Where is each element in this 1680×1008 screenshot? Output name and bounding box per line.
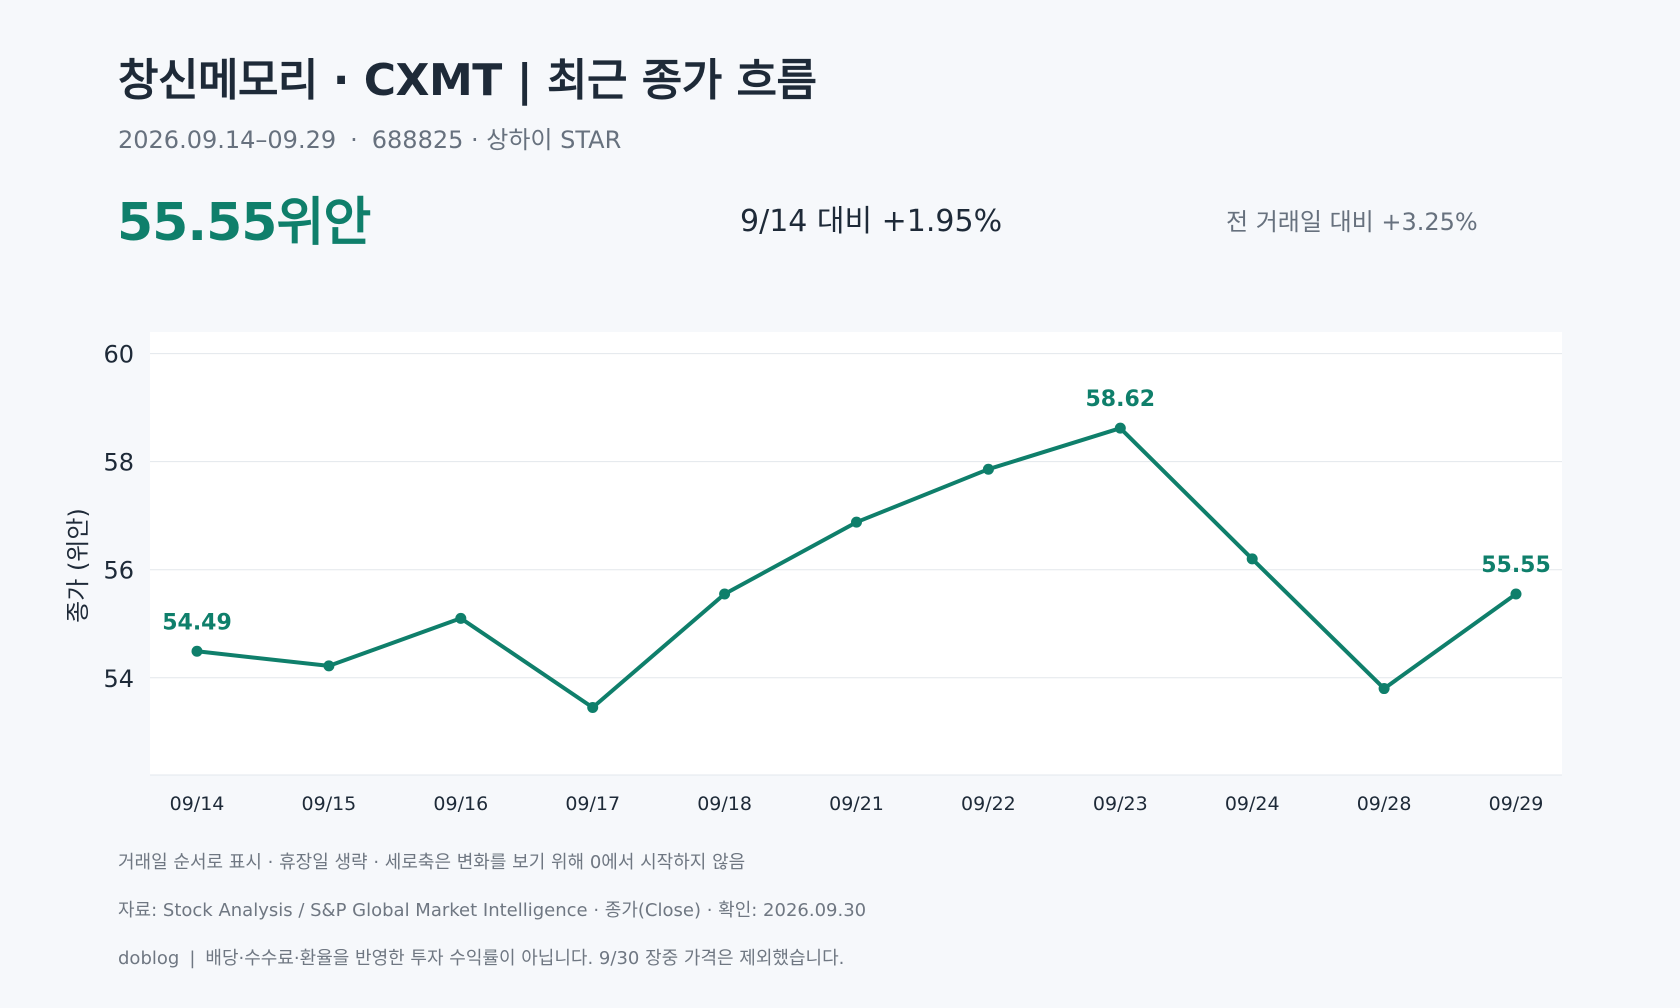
- subtitle: 2026.09.14–09.29 · 688825 · 상하이 STAR: [118, 120, 621, 155]
- page-title: 창신메모리 · CXMT | 최근 종가 흐름: [118, 55, 817, 106]
- change-vs-start: 9/14 대비 +1.95%: [740, 204, 1003, 239]
- x-tick-label: 09/24: [1225, 793, 1280, 815]
- x-tick-label: 09/23: [1093, 793, 1148, 815]
- ticker-market: 688825 · 상하이 STAR: [371, 126, 622, 154]
- data-point: [982, 463, 994, 475]
- x-tick-label: 09/28: [1357, 793, 1412, 815]
- x-tick-label: 09/29: [1489, 793, 1544, 815]
- data-point: [455, 612, 467, 624]
- footer-disclaimer: 배당·수수료·환율을 반영한 투자 수익률이 아닙니다. 9/30 장중 가격은…: [205, 948, 845, 969]
- data-point: [323, 660, 335, 672]
- data-point: [1378, 683, 1390, 695]
- x-tick-label: 09/22: [961, 793, 1016, 815]
- footer-separator: |: [189, 948, 196, 969]
- data-label: 58.62: [1086, 387, 1156, 412]
- data-label: 55.55: [1481, 553, 1551, 578]
- x-tick-label: 09/21: [829, 793, 884, 815]
- footer-brand: doblog: [118, 948, 180, 969]
- y-tick-label: 54: [103, 665, 134, 693]
- y-axis-label: 종가 (위안): [64, 508, 92, 623]
- footer-note: doblog | 배당·수수료·환율을 반영한 투자 수익률이 아닙니다. 9/30…: [118, 944, 844, 970]
- latest-price: 55.55위안: [117, 193, 371, 253]
- plot-area: [150, 332, 1562, 775]
- chart-note: 거래일 순서로 표시 · 휴장일 생략 · 세로축은 변화를 보기 위해 0에서…: [118, 852, 746, 873]
- source-note: 자료: Stock Analysis / S&P Global Market I…: [118, 900, 867, 921]
- data-point: [851, 516, 862, 528]
- x-tick-label: 09/15: [302, 793, 357, 815]
- line-chart: 54 56 58 60 종가 (위안) 09/14 09/15 09/16 09/17 09/18…: [0, 320, 1680, 820]
- data-point: [1114, 422, 1126, 434]
- data-label: 54.49: [162, 610, 232, 635]
- x-tick-label: 09/16: [433, 793, 488, 815]
- y-tick-label: 58: [103, 449, 134, 477]
- subtitle-separator: ·: [350, 126, 358, 154]
- date-range: 2026.09.14–09.29: [118, 126, 337, 154]
- data-point: [1510, 588, 1522, 600]
- y-tick-label: 60: [103, 341, 134, 369]
- y-tick-label: 56: [103, 557, 134, 585]
- line-chart-svg: 54 56 58 60 종가 (위안) 09/14 09/15 09/16 09/17 09/18…: [64, 332, 1562, 815]
- data-point: [587, 701, 599, 713]
- x-tick-label: 09/17: [565, 793, 620, 815]
- x-tick-label: 09/18: [697, 793, 752, 815]
- change-vs-previous: 전 거래일 대비 +3.25%: [1226, 208, 1478, 236]
- data-point: [1246, 553, 1258, 565]
- x-tick-label: 09/14: [170, 793, 225, 815]
- data-point: [191, 645, 203, 657]
- data-point: [719, 588, 731, 600]
